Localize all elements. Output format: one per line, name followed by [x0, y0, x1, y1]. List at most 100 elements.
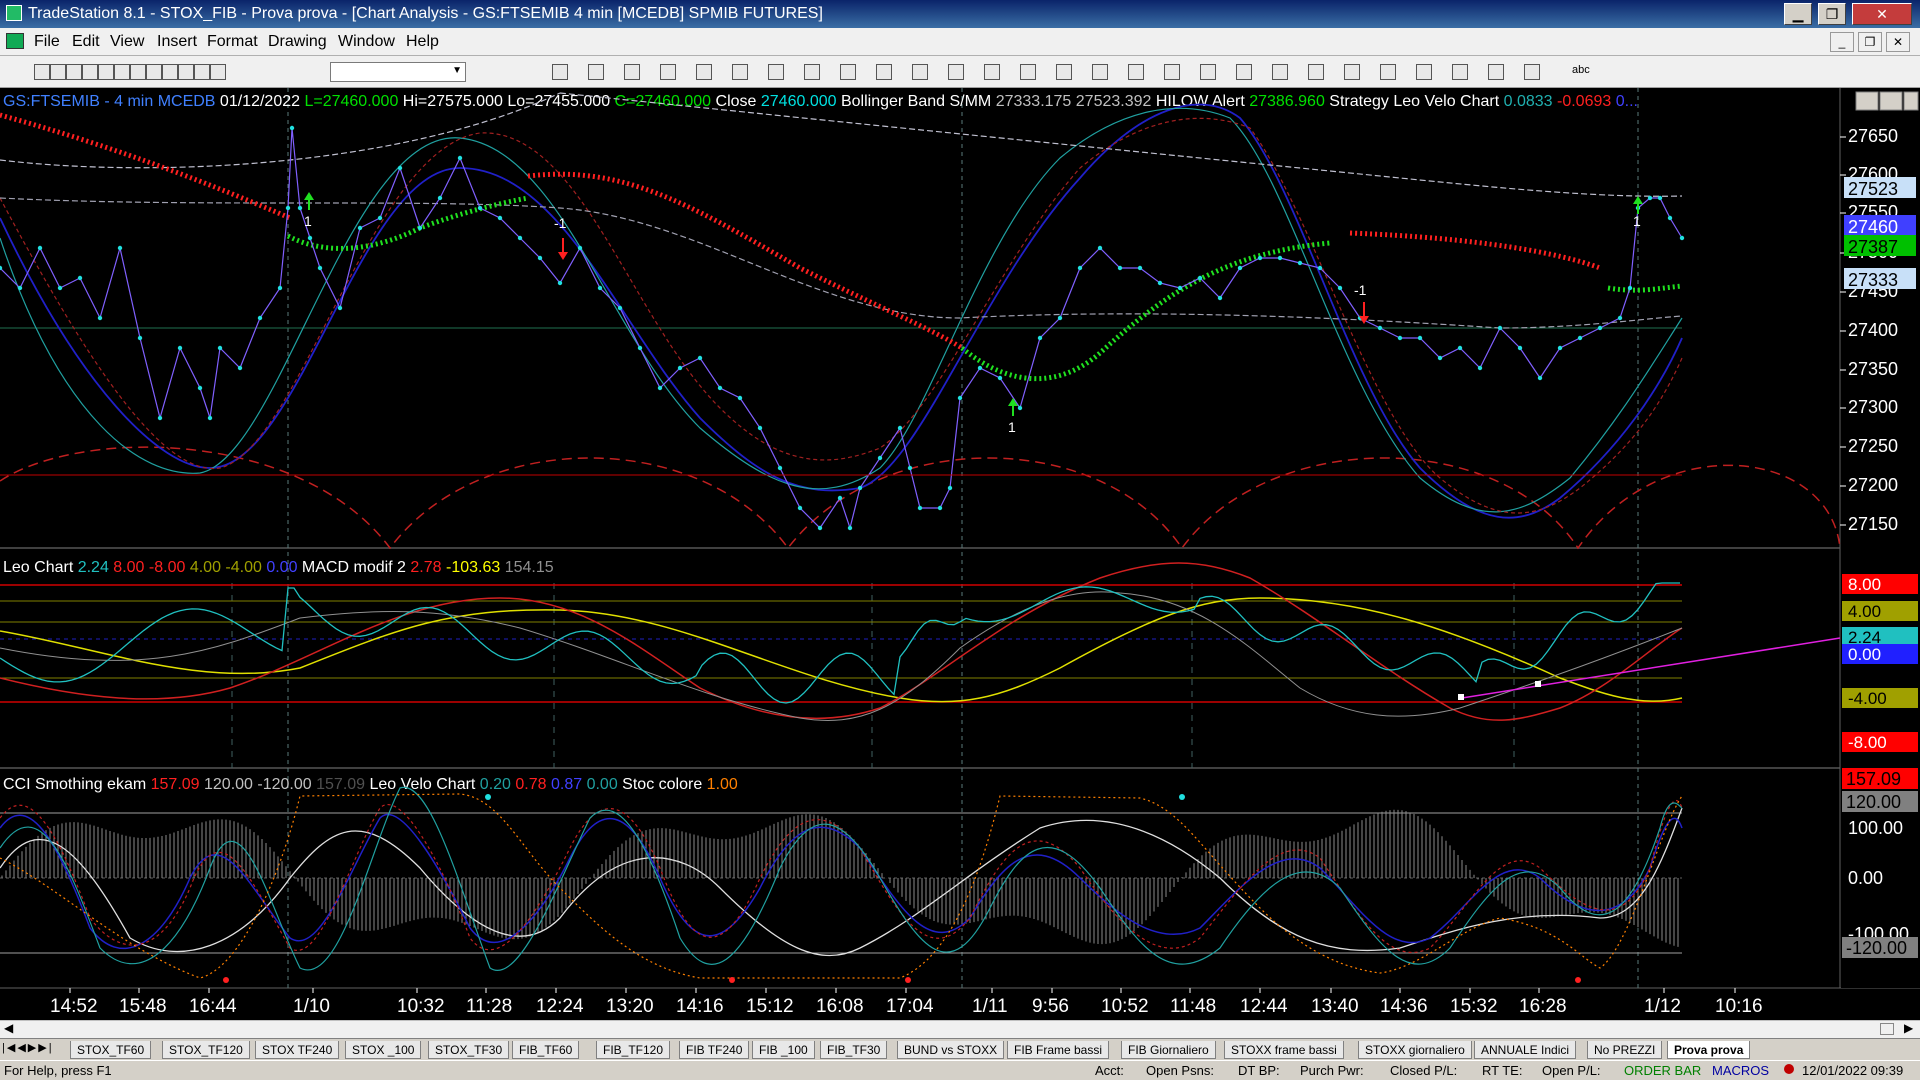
print-icon[interactable] — [98, 64, 114, 80]
strategy-icon[interactable] — [660, 64, 676, 80]
pitchfork-icon[interactable] — [1488, 64, 1504, 80]
new-icon[interactable] — [34, 64, 50, 80]
price-bar-dot — [1157, 280, 1163, 286]
tab-stoxx-giornaliero[interactable]: STOXX giornaliero — [1358, 1041, 1472, 1059]
data-icon[interactable] — [840, 64, 856, 80]
maximize-button[interactable]: ❐ — [1818, 3, 1846, 25]
horizontal-scrollbar[interactable]: ◀ ▶ — [0, 1020, 1920, 1038]
tab-fib-tf60[interactable]: FIB_TF60 — [512, 1041, 580, 1059]
chevron-down-icon[interactable]: ▼ — [452, 65, 462, 76]
hilo-green-dots — [286, 195, 1683, 382]
scroll-right-icon[interactable]: ▶ — [1904, 1021, 1914, 1035]
window-icon[interactable] — [210, 64, 226, 80]
lock-icon[interactable] — [162, 64, 178, 80]
refresh-icon[interactable] — [804, 64, 820, 80]
chart-analysis-window[interactable]: GS:FTSEMIB - 4 min MCEDB 01/12/2022 L=27… — [0, 88, 1920, 1020]
tab-stox-tf30[interactable]: STOX_TF30 — [428, 1041, 510, 1059]
menu-insert[interactable]: Insert — [157, 33, 198, 50]
menu-window[interactable]: Window — [338, 33, 395, 50]
order-bar-indicator[interactable]: ORDER BAR — [1624, 1063, 1702, 1078]
arrow-icon[interactable] — [1452, 64, 1468, 80]
scroll-left-icon[interactable]: ◀ — [4, 1021, 14, 1035]
tab-annuale-indici[interactable]: ANNUALE Indici — [1474, 1041, 1577, 1059]
tab-stox-100[interactable]: STOX _100 — [345, 1041, 422, 1059]
crosshair-icon[interactable] — [1128, 64, 1144, 80]
bars-icon[interactable] — [588, 64, 604, 80]
gann-icon[interactable] — [1416, 64, 1432, 80]
text-icon[interactable] — [1524, 64, 1540, 80]
minimize-button[interactable]: ▁ — [1784, 3, 1812, 25]
fib-icon[interactable] — [1308, 64, 1324, 80]
trendline-handle[interactable] — [1535, 681, 1541, 687]
subwindow-restore-button[interactable] — [1879, 91, 1903, 111]
menu-view[interactable]: View — [110, 33, 145, 50]
symbol-combo[interactable]: ▼ — [330, 62, 466, 82]
alert-icon[interactable] — [696, 64, 712, 80]
layout-icon[interactable] — [552, 64, 568, 80]
price-axis-tick: 27250 — [1848, 436, 1898, 456]
cursor-icon[interactable] — [1092, 64, 1108, 80]
tab-bund-vs-stoxx[interactable]: BUND vs STOXX — [897, 1041, 1005, 1059]
tab-fib-giornaliero[interactable]: FIB Giornaliero — [1121, 1041, 1216, 1059]
menu-drawing[interactable]: Drawing — [268, 33, 327, 50]
chart-icon[interactable] — [130, 64, 146, 80]
folder-icon[interactable] — [82, 64, 98, 80]
globe-icon[interactable] — [178, 64, 194, 80]
open-icon[interactable] — [50, 64, 66, 80]
trendline-handle[interactable] — [1458, 694, 1464, 700]
find-icon[interactable] — [194, 64, 210, 80]
tab-nav-arrows-icon[interactable]: |◀◀▶▶| — [2, 1042, 54, 1054]
line-style-icon[interactable] — [948, 64, 964, 80]
vline-icon[interactable] — [1272, 64, 1288, 80]
chart-window-icon[interactable] — [6, 33, 24, 49]
close-button[interactable]: ✕ — [1852, 3, 1912, 25]
menu-format[interactable]: Format — [207, 33, 258, 50]
menu-edit[interactable]: Edit — [72, 33, 100, 50]
tab-fib-tf30[interactable]: FIB_TF30 — [820, 1041, 888, 1059]
tab-stoxx-frame-bassi[interactable]: STOXX frame bassi — [1224, 1041, 1344, 1059]
tab-fib-100[interactable]: FIB _100 — [752, 1041, 815, 1059]
format-icon[interactable] — [732, 64, 748, 80]
tab-stox-tf120[interactable]: STOX_TF120 — [162, 1041, 250, 1059]
leo-badge-bg — [1842, 601, 1918, 621]
arc-icon[interactable] — [1380, 64, 1396, 80]
pointer-icon[interactable] — [1056, 64, 1072, 80]
tab-fib-tf240[interactable]: FIB TF240 — [679, 1041, 750, 1059]
tab-stox-tf60[interactable]: STOX_TF60 — [70, 1041, 152, 1059]
subwindow-close-button[interactable] — [1903, 91, 1919, 111]
mdi-close-button[interactable]: ✕ — [1886, 32, 1910, 52]
channel-icon[interactable] — [1344, 64, 1360, 80]
price-bar-dot — [537, 255, 543, 261]
app-icon — [6, 5, 22, 21]
mdi-restore-button[interactable]: ❐ — [1858, 32, 1882, 52]
text-tool[interactable]: abc — [1572, 64, 1590, 76]
tab-no-prezzi[interactable]: No PREZZI — [1587, 1041, 1663, 1059]
price-bar-dot — [997, 375, 1003, 381]
tab-prova-prova[interactable]: Prova prova — [1667, 1041, 1751, 1059]
zoom-out-icon[interactable] — [1020, 64, 1036, 80]
menu-help[interactable]: Help — [406, 33, 439, 50]
subwindow-minimize-button[interactable] — [1855, 91, 1879, 111]
tab-fib-tf120[interactable]: FIB_TF120 — [596, 1041, 671, 1059]
scroll-thumb[interactable] — [1880, 1023, 1894, 1035]
indicator-icon[interactable] — [624, 64, 640, 80]
time-axis-label: 1/10 — [293, 996, 330, 1017]
tab-fib-frame-bassi[interactable]: FIB Frame bassi — [1007, 1041, 1110, 1059]
mdi-minimize-button[interactable]: _ — [1830, 32, 1854, 52]
menu-file[interactable]: File — [34, 33, 60, 50]
trendline-icon[interactable] — [1200, 64, 1216, 80]
bar-style-icon[interactable] — [912, 64, 928, 80]
workspace-icon[interactable] — [768, 64, 784, 80]
leo-badge-bg — [1842, 688, 1918, 708]
grid-icon[interactable] — [146, 64, 162, 80]
print-preview-icon[interactable] — [114, 64, 130, 80]
hline-icon[interactable] — [1236, 64, 1252, 80]
save-icon[interactable] — [66, 64, 82, 80]
tab-stox-tf240[interactable]: STOX TF240 — [255, 1041, 340, 1059]
candle-icon[interactable] — [876, 64, 892, 80]
delete-icon[interactable] — [1164, 64, 1180, 80]
trendline-magenta[interactable] — [1461, 637, 1841, 699]
zoom-in-icon[interactable] — [984, 64, 1000, 80]
header-item: Leo Velo Chart — [1389, 93, 1500, 110]
macros-indicator[interactable]: MACROS — [1712, 1063, 1770, 1078]
